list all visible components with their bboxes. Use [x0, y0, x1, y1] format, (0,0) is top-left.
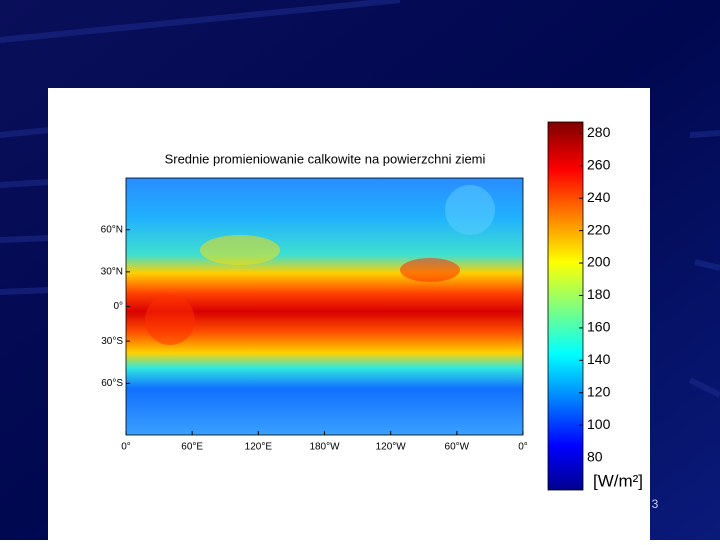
colorbar-tick-label: 140 — [587, 351, 611, 367]
colorbar-tick-label: 180 — [587, 286, 611, 302]
lon-tick-label: 60°W — [445, 442, 470, 453]
lat-tick-label: 60°N — [101, 224, 123, 235]
lon-tick-label: 0° — [518, 442, 528, 453]
colorbar-tick-label: 160 — [587, 319, 611, 335]
colorbar-tick-label: 240 — [587, 189, 611, 205]
colorbar-tick-label: 120 — [587, 383, 611, 399]
colorbar-tick-label: 80 — [587, 448, 603, 464]
lon-tick-label: 120°W — [376, 442, 407, 453]
lat-tick-label: 60°S — [101, 378, 123, 389]
lon-tick-label: 60°E — [181, 442, 203, 453]
colorbar-tick-label: 220 — [587, 221, 611, 237]
colorbar-tick-label: 100 — [587, 416, 611, 432]
lon-tick-label: 120°E — [245, 442, 273, 453]
lat-tick-label: 30°S — [101, 336, 123, 347]
map-title: Srednie promieniowanie calkowite na powi… — [165, 151, 486, 166]
heatmap-features — [145, 185, 495, 345]
colorbar-tick-label: 260 — [587, 156, 611, 172]
colorbar-unit: [W/m²] — [593, 471, 643, 490]
slide-number: 3 — [652, 497, 659, 511]
lat-tick-label: 0° — [113, 301, 123, 312]
background-stripes — [0, 0, 720, 398]
colorbar-tick-label: 280 — [587, 124, 611, 140]
lon-tick-label: 180°W — [309, 442, 340, 453]
lon-tick-label: 0° — [121, 442, 131, 453]
lat-tick-label: 30°N — [101, 266, 123, 277]
colorbar — [547, 121, 584, 491]
colorbar-tick-label: 200 — [587, 254, 611, 270]
